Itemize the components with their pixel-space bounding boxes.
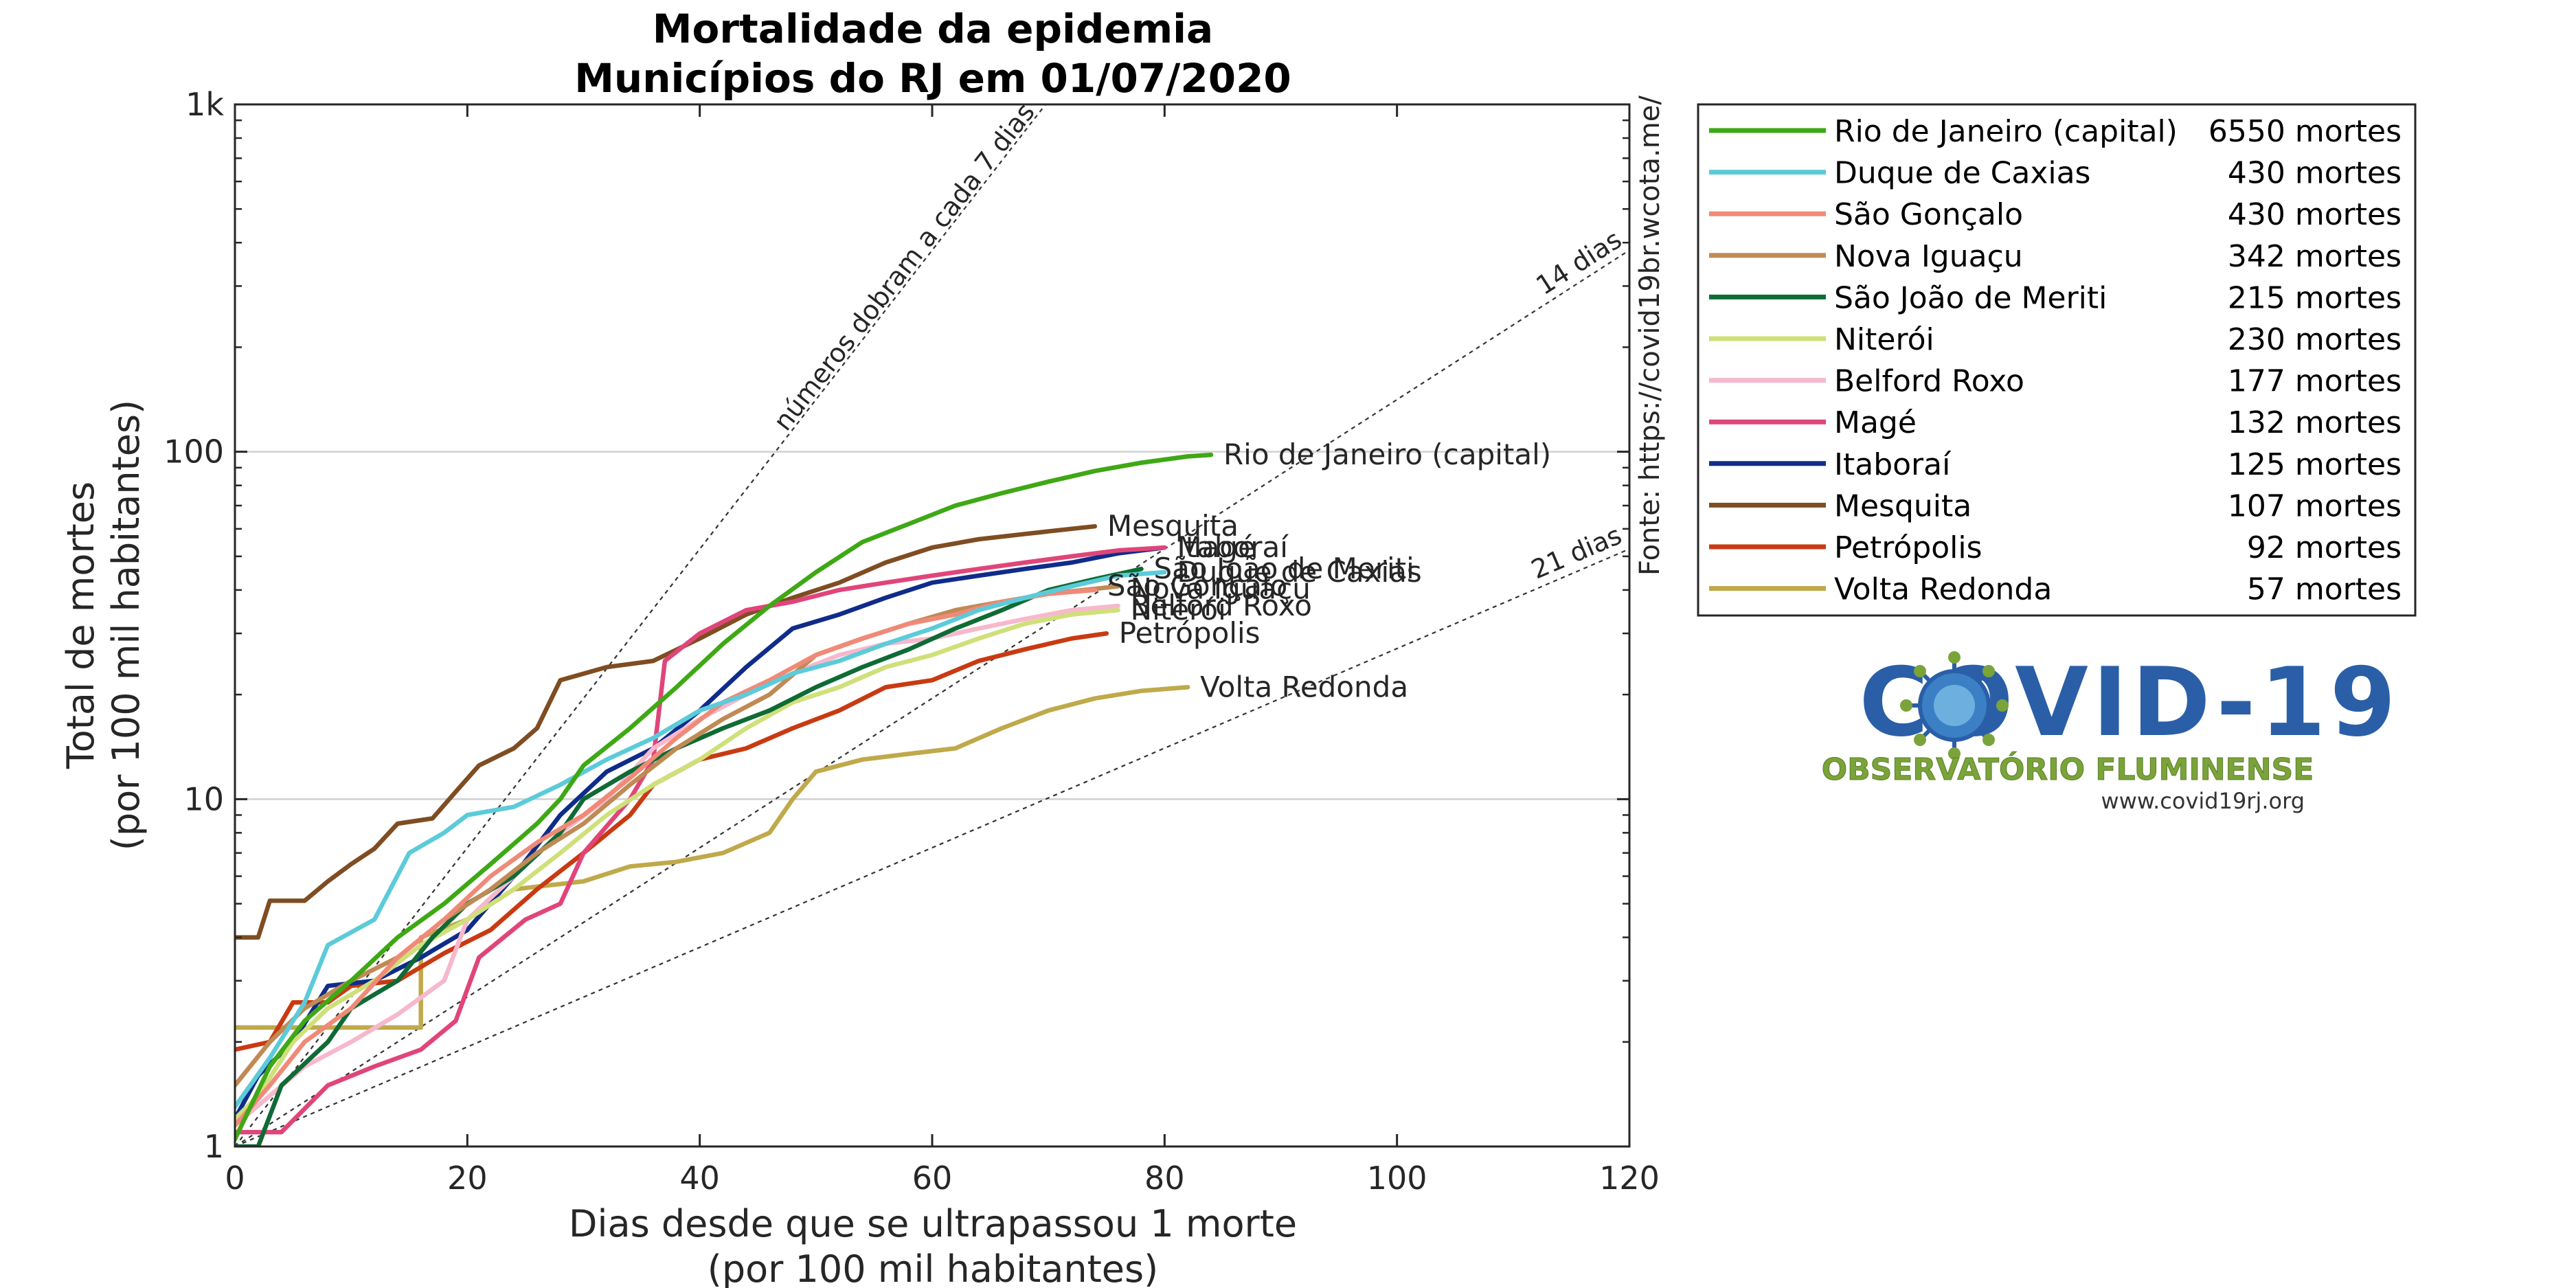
legend-name: São Gonçalo — [1834, 197, 2023, 232]
series-line — [235, 523, 1098, 940]
logo-subtitle: OBSERVATÓRIO FLUMINENSE — [1822, 751, 2314, 787]
legend: Rio de Janeiro (capital) 6550 mortes Duque… — [1709, 114, 2402, 607]
legend-deaths: 230 mortes — [2228, 322, 2402, 357]
series-line — [235, 607, 1120, 1122]
series-end-label: Rio de Janeiro (capital) — [1223, 438, 1551, 471]
x-tick-label: 100 — [1367, 1160, 1427, 1197]
series-end-label: Niterói — [1131, 593, 1226, 626]
legend-deaths: 342 mortes — [2228, 239, 2402, 274]
x-tick-label: 40 — [679, 1160, 720, 1197]
legend-box — [1697, 103, 2417, 617]
y-axis-label: Total de mortes — [59, 482, 102, 769]
x-axis-label: Dias desde que se ultrapassou 1 morte — [569, 1202, 1297, 1245]
x-tick-label: 60 — [912, 1160, 953, 1197]
legend-deaths: 57 mortes — [2247, 572, 2402, 607]
plot-frame — [234, 103, 1631, 1148]
series-line — [235, 584, 1120, 1088]
legend-name: Rio de Janeiro (capital) — [1834, 114, 2178, 149]
legend-name: São João de Meriti — [1834, 280, 2107, 315]
series-end-labels: Rio de Janeiro (capital) Duque de CaxiasS… — [1107, 438, 1551, 703]
y-tick-label: 10 — [183, 780, 224, 817]
chart-title: Mortalidade da epidemia — [653, 5, 1213, 52]
series-line — [235, 587, 1098, 1128]
y-axis-label-2: (por 100 mil habitantes) — [104, 400, 148, 850]
reference-line — [235, 548, 1629, 1146]
legend-deaths: 92 mortes — [2247, 530, 2402, 565]
y-tick-label: 1k — [185, 86, 224, 123]
series-end-label: São Gonçalo — [1107, 569, 1288, 602]
reference-line-label: números dobram a cada 7 dias — [767, 98, 1041, 437]
series-end-label: Duque de Caxias — [1177, 555, 1422, 589]
legend-name: Belford Roxo — [1834, 364, 2024, 399]
series-line — [235, 603, 1120, 1128]
y-tick-label: 1 — [204, 1128, 224, 1165]
x-tick-label: 120 — [1599, 1160, 1660, 1197]
series-line — [235, 569, 1167, 1109]
reference-line-label: 21 dias — [1527, 520, 1626, 585]
x-tick-label: 0 — [225, 1160, 245, 1197]
reference-line-label: 14 dias — [1530, 224, 1627, 301]
x-tick-label: 20 — [447, 1160, 488, 1197]
series-end-label: Petrópolis — [1119, 616, 1261, 650]
series-end-label: Mesquita — [1107, 509, 1239, 543]
legend-name: Mesquita — [1834, 488, 1971, 523]
series-end-label: São João de Meriti — [1154, 552, 1414, 585]
series-line — [235, 566, 1144, 1146]
legend-name: Nova Iguaçu — [1834, 239, 2023, 274]
series-line — [235, 452, 1214, 1142]
legend-deaths: 6550 mortes — [2208, 114, 2402, 149]
legend-deaths: 125 mortes — [2228, 447, 2402, 482]
series-line — [235, 545, 1167, 1135]
reference-line — [235, 249, 1629, 1146]
series-end-label: Magé — [1177, 530, 1255, 564]
series-end-label: Belford Roxo — [1131, 589, 1312, 622]
x-tick-label: 80 — [1144, 1160, 1185, 1197]
grid — [235, 451, 1629, 800]
series-end-label: Itaboraí — [1177, 530, 1289, 564]
covid19-logo: COVID-19 — [1821, 647, 2396, 814]
legend-name: Itaboraí — [1834, 447, 1952, 482]
series-line — [235, 685, 1190, 1030]
legend-deaths: 107 mortes — [2228, 488, 2402, 523]
legend-deaths: 215 mortes — [2228, 280, 2402, 315]
legend-deaths: 430 mortes — [2228, 197, 2402, 232]
legend-deaths: 177 mortes — [2228, 364, 2402, 399]
legend-name: Petrópolis — [1834, 530, 1982, 565]
x-axis-label-2: (por 100 mil habitantes) — [708, 1247, 1158, 1288]
legend-name: Volta Redonda — [1834, 572, 2052, 607]
legend-deaths: 430 mortes — [2228, 156, 2402, 191]
series-end-label: Nova Iguaçu — [1131, 572, 1311, 605]
legend-name: Duque de Caxias — [1834, 156, 2090, 191]
legend-name: Niterói — [1834, 322, 1934, 357]
y-tick-label: 100 — [163, 433, 224, 471]
series-lines — [235, 452, 1214, 1146]
series-end-label: Volta Redonda — [1200, 670, 1408, 703]
chart-subtitle: Municípios do RJ em 01/07/2020 — [574, 55, 1291, 102]
legend-name: Magé — [1834, 405, 1917, 440]
series-line — [235, 631, 1109, 1052]
legend-deaths: 132 mortes — [2228, 405, 2402, 440]
source-note: Fonte: https://covid19br.wcota.me/ — [1634, 95, 1666, 576]
logo-url: www.covid19rj.org — [2101, 788, 2305, 814]
virus-icon — [1900, 651, 2009, 760]
